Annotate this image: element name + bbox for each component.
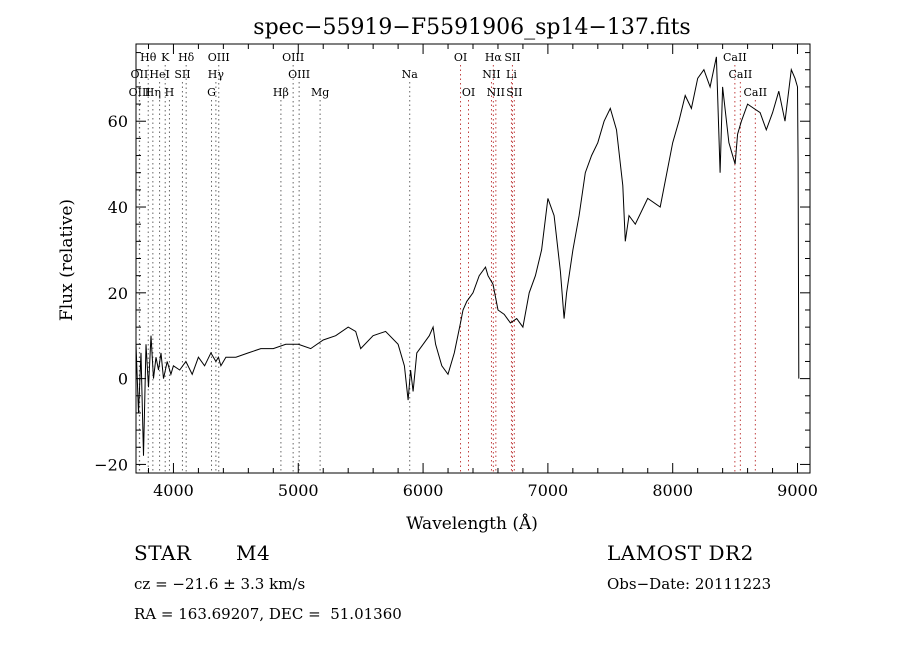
line-marker-label: OIII: [282, 51, 304, 64]
line-marker-label: NII: [487, 86, 505, 99]
line-marker-label: G: [207, 86, 216, 99]
y-axis: −20 0 20 40 60: [94, 52, 810, 474]
y-tick-label: 60: [108, 112, 128, 131]
line-marker-label: OII: [131, 68, 149, 81]
x-axis-label: Wavelength (Å): [406, 513, 538, 534]
line-marker-label: OI: [454, 51, 467, 64]
line-marker-label: H: [165, 86, 175, 99]
line-marker-label: Hδ: [178, 51, 195, 64]
line-marker-label: SII: [506, 86, 522, 99]
line-marker-label: K: [161, 51, 170, 64]
line-marker-label: CaII: [723, 51, 747, 64]
line-marker-label: SII: [174, 68, 190, 81]
line-marker-label: Hα: [485, 51, 503, 64]
line-marker-label: SII: [504, 51, 520, 64]
x-tick-label: 7000: [528, 481, 569, 500]
x-tick-label: 8000: [652, 481, 693, 500]
x-tick-label: 4000: [153, 481, 194, 500]
line-marker-label: OIII: [208, 51, 230, 64]
x-tick-label: 5000: [278, 481, 319, 500]
y-axis-label: Flux (relative): [57, 199, 77, 321]
line-marker-label: NII: [482, 68, 500, 81]
line-marker-label: Hη: [145, 86, 161, 99]
survey-name: LAMOST DR2: [607, 541, 754, 565]
spectrum-line: [135, 56, 800, 456]
line-marker-label: Li: [506, 68, 517, 81]
line-marker-label: Hθ: [140, 51, 157, 64]
x-axis: 4000 5000 6000 7000 8000 9000: [147, 44, 818, 500]
object-subclass: M4: [236, 541, 271, 565]
observation-date: Obs−Date: 20111223: [607, 575, 772, 593]
line-marker-label: Mg: [311, 86, 329, 99]
line-marker-label: Hγ: [208, 68, 225, 81]
y-tick-label: 20: [108, 284, 128, 303]
line-marker-label: OIII: [288, 68, 310, 81]
line-marker-label: HeI: [149, 68, 169, 81]
line-marker-label: CaII: [729, 68, 753, 81]
x-tick-label: 6000: [403, 481, 444, 500]
y-tick-label: 40: [108, 198, 128, 217]
line-marker-label: OIII: [129, 86, 151, 99]
x-tick-label: 9000: [777, 481, 818, 500]
object-class: STAR: [134, 541, 192, 565]
line-marker-label: OI: [462, 86, 475, 99]
line-marker-label: Na: [402, 68, 419, 81]
line-marker-label: CaII: [743, 86, 767, 99]
line-marker-label: Hβ: [273, 86, 289, 99]
y-tick-label: −20: [94, 455, 128, 474]
y-tick-label: 0: [118, 370, 128, 389]
coordinates: RA = 163.69207, DEC = 51.01360: [134, 605, 402, 623]
plot-frame: [135, 43, 811, 474]
redshift-cz: cz = −21.6 ± 3.3 km/s: [134, 575, 306, 593]
chart-title: spec−55919−F5591906_sp14−137.fits: [253, 15, 690, 40]
